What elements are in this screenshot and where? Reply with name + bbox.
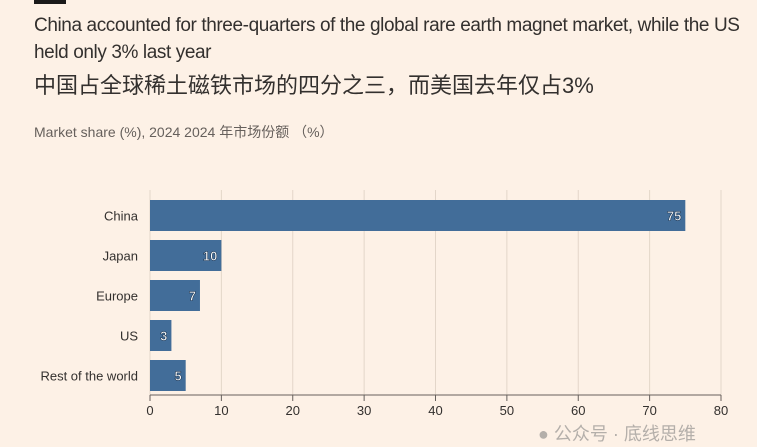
x-tick-label: 80: [714, 403, 728, 418]
data-label: 3: [160, 329, 167, 344]
chart-header: China accounted for three-quarters of th…: [34, 12, 755, 141]
bar: [150, 360, 186, 391]
bar: [150, 200, 686, 231]
x-tick-label: 70: [642, 403, 656, 418]
data-label: 75: [667, 209, 681, 224]
x-tick-label: 30: [357, 403, 371, 418]
x-tick-label: 10: [214, 403, 228, 418]
category-label: Europe: [96, 289, 138, 304]
x-tick-label: 0: [146, 403, 153, 418]
category-label: China: [104, 209, 139, 224]
category-label: Rest of the world: [40, 369, 138, 384]
x-tick-label: 40: [428, 403, 442, 418]
bar: [150, 280, 200, 311]
chart-title-en: China accounted for three-quarters of th…: [34, 15, 740, 63]
watermark: ● 公众号 · 底线思维: [538, 424, 696, 444]
x-tick-label: 60: [571, 403, 585, 418]
data-label: 7: [189, 289, 196, 304]
data-label: 5: [174, 369, 181, 384]
brand-bar: [34, 0, 66, 4]
data-label: 10: [203, 249, 217, 264]
bar: [150, 320, 172, 351]
chart-subtitle: Market share (%), 2024 2024 年市场份额 （%）: [34, 124, 334, 140]
category-label: Japan: [103, 249, 138, 264]
chart-title-zh: 中国占全球稀土磁铁市场的四分之三，而美国去年仅占3%: [34, 73, 594, 98]
x-tick-label: 50: [500, 403, 514, 418]
x-tick-label: 20: [286, 403, 300, 418]
category-label: US: [120, 329, 138, 344]
bar: [150, 240, 222, 271]
